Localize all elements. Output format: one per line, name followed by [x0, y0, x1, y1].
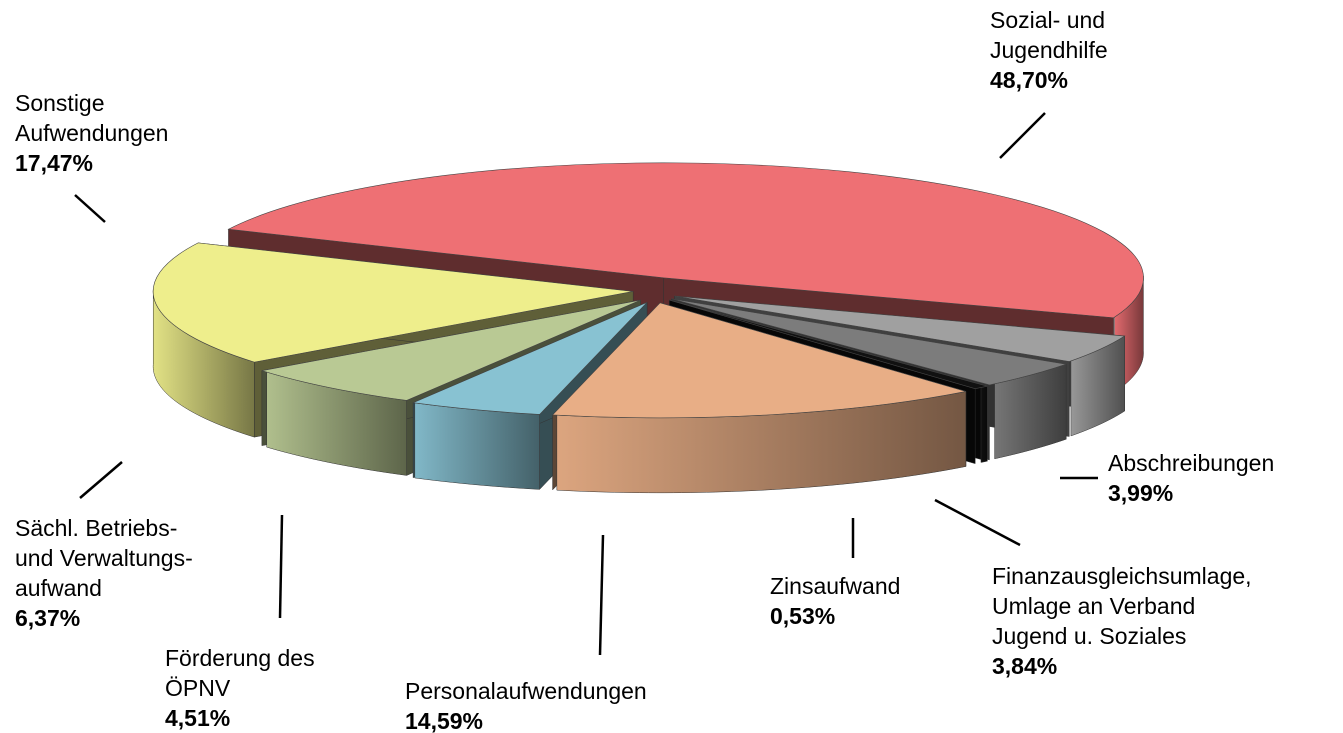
slice — [674, 295, 1126, 362]
label: Sächl. Betriebs- — [15, 515, 177, 541]
label: Aufwendungen — [15, 120, 168, 146]
value-label: 6,37% — [15, 605, 80, 631]
label: aufwand — [15, 575, 102, 601]
slice — [551, 302, 967, 419]
slice — [152, 242, 634, 363]
value-label: 3,84% — [992, 653, 1057, 679]
value-label: 17,47% — [15, 150, 93, 176]
leader-line — [79, 461, 123, 499]
value-label: 48,70% — [990, 67, 1068, 93]
label: Sonstige — [15, 90, 105, 116]
leader-line — [934, 498, 1021, 547]
label: Personalaufwendungen — [405, 678, 647, 704]
value-label: 3,99% — [1108, 480, 1173, 506]
label: Förderung des — [165, 645, 315, 671]
slice — [411, 302, 648, 415]
slice — [669, 299, 988, 389]
slice — [671, 298, 1067, 386]
label: Abschreibungen — [1108, 450, 1274, 476]
label: Jugendhilfe — [990, 37, 1108, 63]
value-label: 0,53% — [770, 603, 835, 629]
slice-wall — [414, 402, 540, 490]
leader-line — [278, 514, 284, 619]
slice — [227, 162, 1144, 319]
label: Umlage an Verband — [992, 593, 1195, 619]
label: ÖPNV — [165, 675, 231, 701]
label: Zinsaufwand — [770, 573, 900, 599]
label: und Verwaltungs- — [15, 545, 193, 571]
slice-wall — [980, 385, 988, 463]
leader-line — [598, 534, 605, 656]
slice — [261, 299, 641, 401]
value-label: 14,59% — [405, 708, 483, 733]
value-label: 4,51% — [165, 705, 230, 731]
leader-line — [74, 194, 106, 223]
label: Finanzausgleichsumlage, — [992, 563, 1252, 589]
label: Sozial- und — [990, 7, 1105, 33]
label: Jugend u. Soziales — [992, 623, 1186, 649]
leader-line — [999, 112, 1046, 159]
